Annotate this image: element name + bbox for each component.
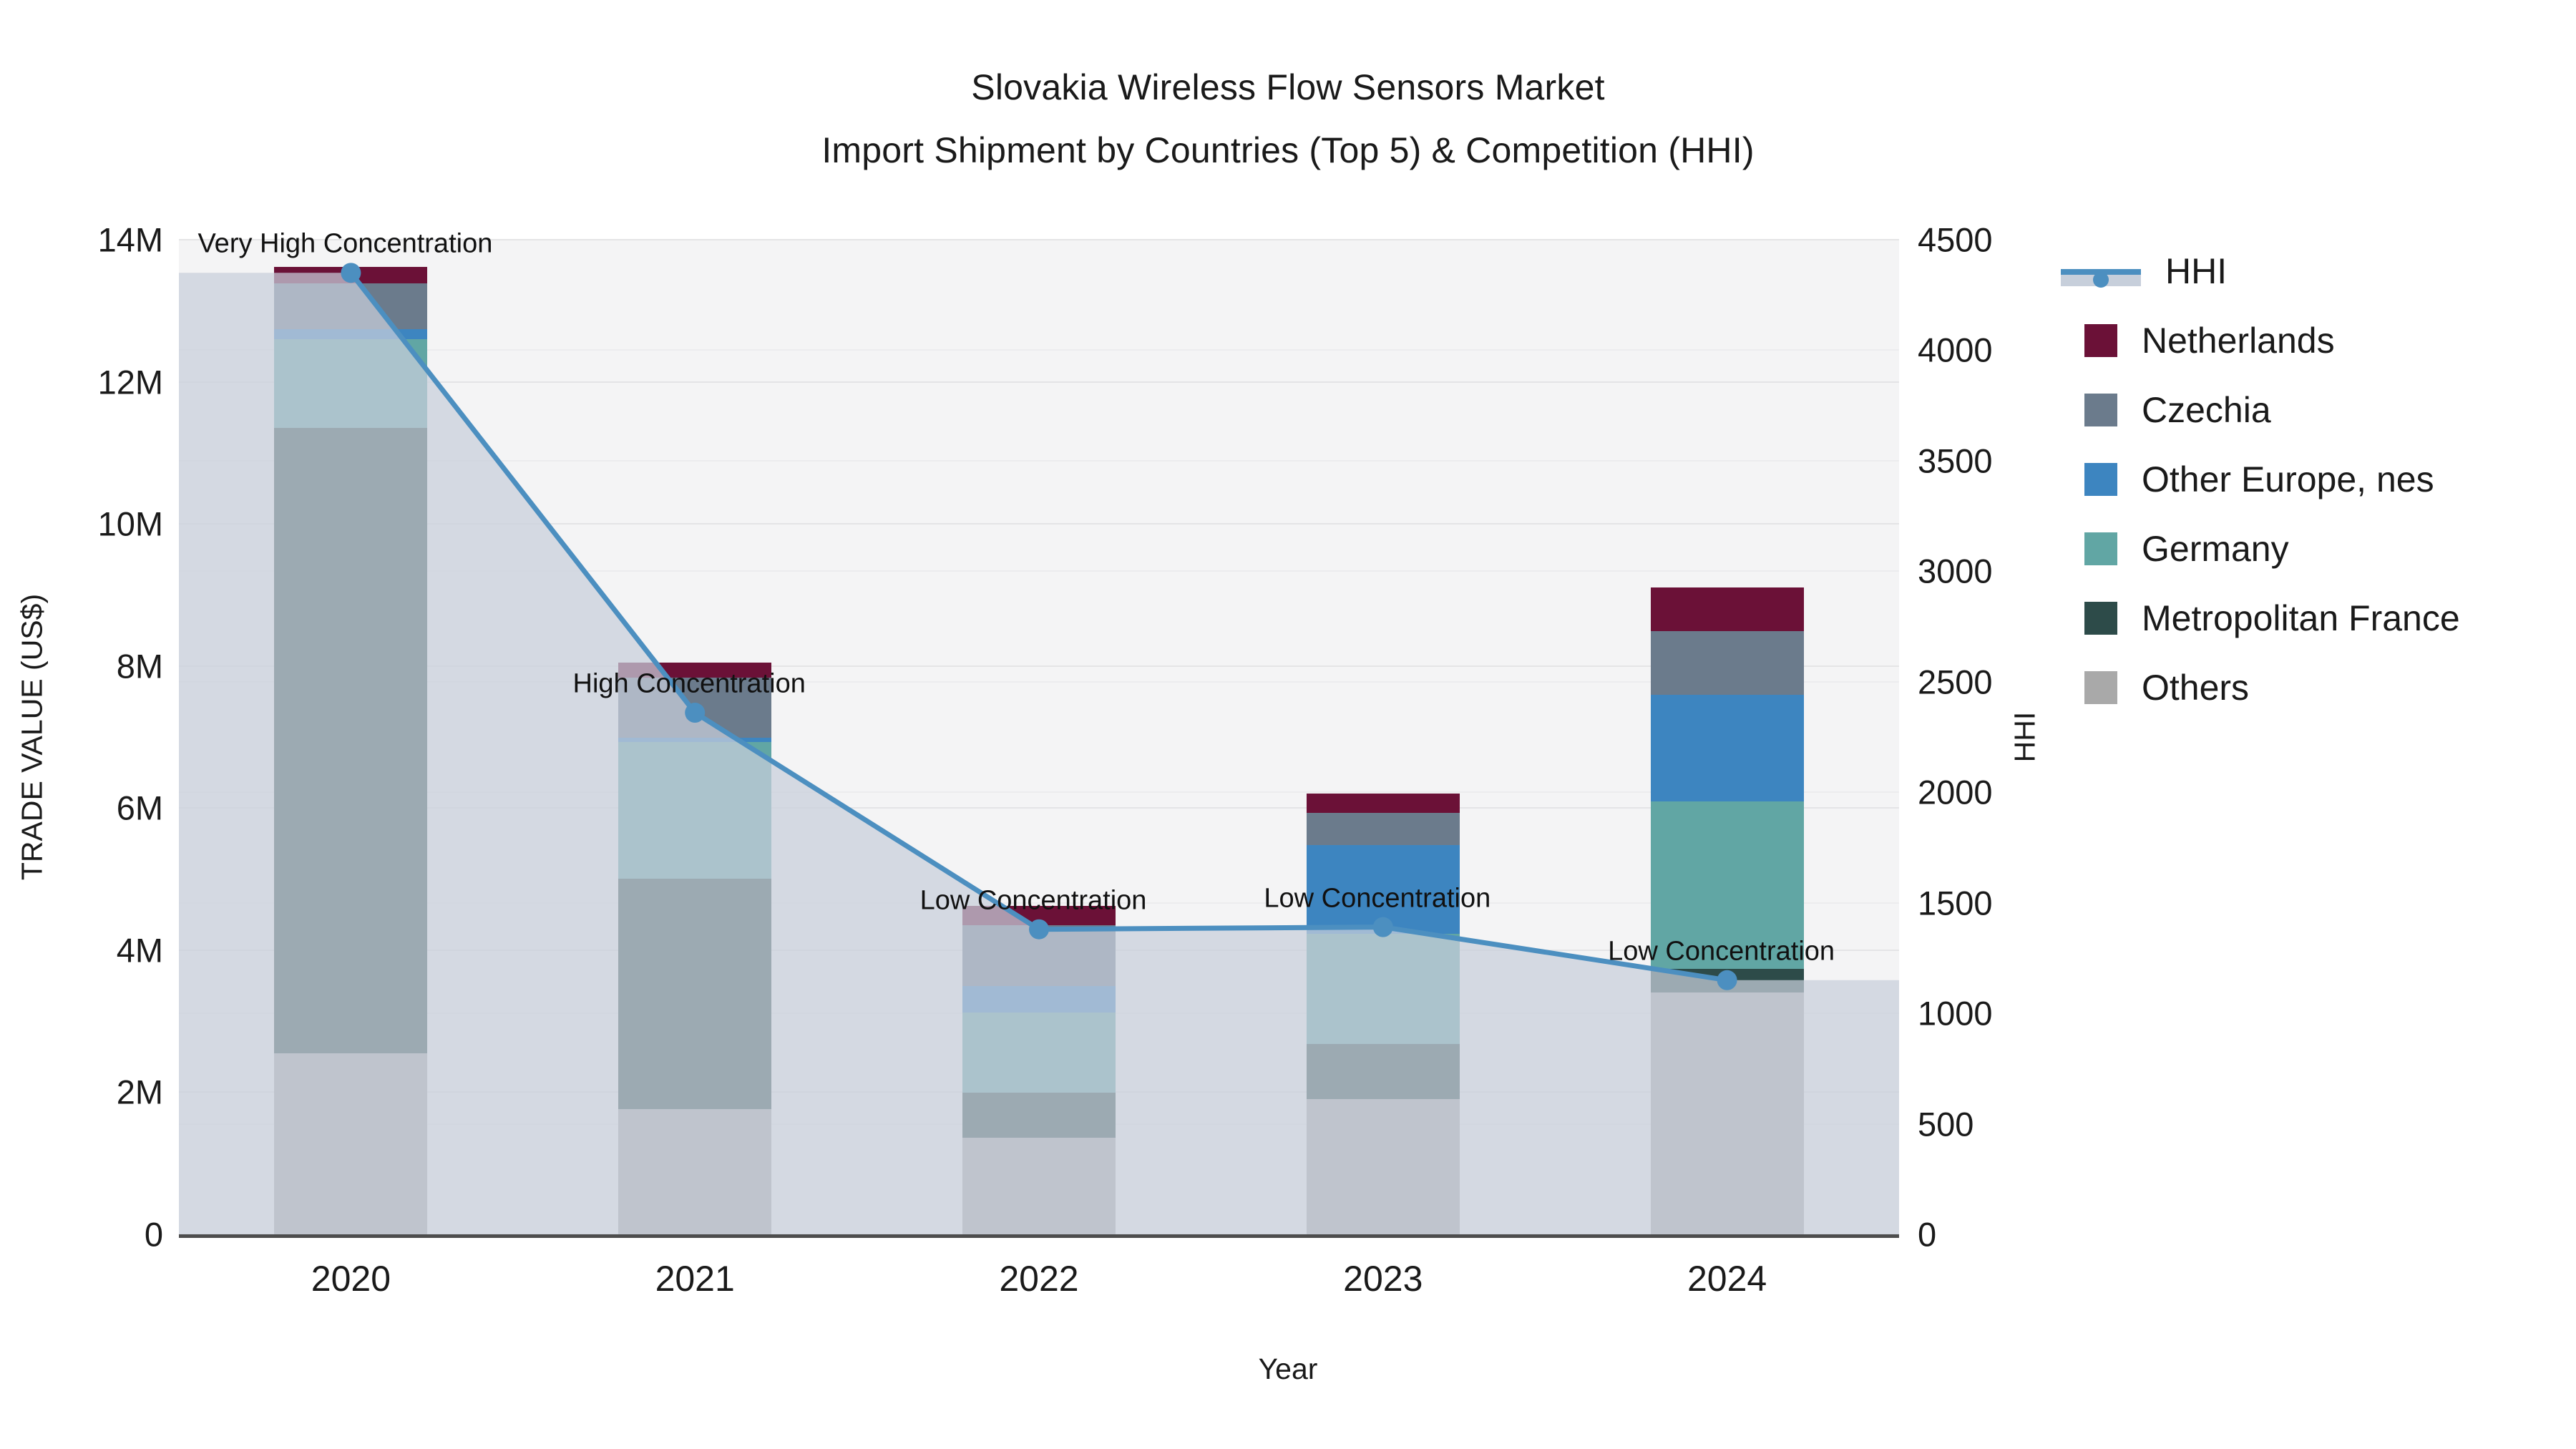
legend-item-netherlands[interactable]: Netherlands bbox=[2061, 306, 2460, 375]
legend-color-swatch bbox=[2084, 601, 2117, 635]
y-axis-left-tick-label: 14M bbox=[97, 220, 163, 259]
legend-item-label: Others bbox=[2142, 667, 2250, 708]
x-axis-tick-label: 2024 bbox=[1687, 1259, 1767, 1299]
bar-segment[interactable] bbox=[1650, 695, 1804, 802]
bar-segment[interactable] bbox=[1306, 794, 1460, 814]
legend-item-other-europe-nes[interactable]: Other Europe, nes bbox=[2061, 444, 2460, 514]
legend-item-label: Germany bbox=[2142, 528, 2289, 569]
legend-line-icon bbox=[2061, 255, 2141, 288]
legend-item-czechia[interactable]: Czechia bbox=[2061, 375, 2460, 444]
gridline bbox=[179, 680, 1899, 683]
legend-color-swatch bbox=[2084, 670, 2117, 704]
legend-item-label: Metropolitan France bbox=[2142, 597, 2460, 638]
x-axis-tick-label: 2020 bbox=[311, 1259, 391, 1299]
legend-item-label: HHI bbox=[2165, 250, 2228, 291]
legend-color-swatch bbox=[2084, 393, 2117, 426]
hhi-marker[interactable] bbox=[1372, 917, 1393, 937]
gridline bbox=[179, 902, 1899, 904]
bar-segment[interactable] bbox=[1650, 587, 1804, 632]
y-axis-left-tick-label: 2M bbox=[116, 1073, 163, 1111]
y-axis-right-tick-label: 1500 bbox=[1918, 884, 1993, 922]
chart-subtitle: Import Shipment by Countries (Top 5) & C… bbox=[821, 130, 1755, 170]
legend-color-swatch bbox=[2084, 323, 2117, 357]
y-axis-left-tick-label: 4M bbox=[116, 931, 163, 970]
hhi-marker[interactable] bbox=[341, 263, 361, 283]
gridline bbox=[179, 239, 1899, 240]
y-axis-left-tick-label: 12M bbox=[97, 363, 163, 401]
gridline bbox=[179, 665, 1899, 667]
y-axis-right-tick-label: 2500 bbox=[1918, 663, 1993, 701]
legend-color-swatch bbox=[2084, 532, 2117, 565]
concentration-annotation: High Concentration bbox=[572, 668, 806, 699]
chart-legend: HHI Netherlands Czechia Other Europe, nes Ge… bbox=[2061, 236, 2460, 722]
y-axis-left-tick-label: 6M bbox=[116, 789, 163, 827]
legend-item-metropolitan-france[interactable]: Metropolitan France bbox=[2061, 583, 2460, 653]
concentration-annotation: Very High Concentration bbox=[197, 228, 493, 259]
y-axis-left-tick-label: 10M bbox=[97, 504, 163, 543]
legend-color-swatch bbox=[2084, 462, 2117, 496]
hhi-marker[interactable] bbox=[685, 703, 706, 723]
y-axis-right-tick-label: 0 bbox=[1918, 1215, 1937, 1254]
gridline bbox=[179, 523, 1899, 525]
x-axis-label: Year bbox=[1258, 1352, 1318, 1385]
x-axis-tick-label: 2022 bbox=[999, 1259, 1079, 1299]
y-axis-right-tick-label: 500 bbox=[1918, 1105, 1974, 1143]
y-axis-left-tick-label: 0 bbox=[144, 1215, 163, 1254]
chart-title: Slovakia Wireless Flow Sensors Market bbox=[971, 67, 1605, 107]
gridline bbox=[179, 791, 1899, 794]
y-axis-right-tick-label: 4000 bbox=[1918, 331, 1993, 369]
y-axis-left-label: TRADE VALUE (US$) bbox=[15, 593, 49, 881]
concentration-annotation: Low Concentration bbox=[919, 885, 1147, 916]
hhi-area-fill bbox=[179, 273, 1899, 1234]
gridline bbox=[179, 349, 1899, 351]
legend-line-marker bbox=[2093, 271, 2109, 288]
hhi-marker[interactable] bbox=[1717, 970, 1737, 990]
y-axis-right-tick-label: 3500 bbox=[1918, 441, 1993, 480]
y-axis-right-label: HHI bbox=[2008, 711, 2041, 763]
chart-title-block: Slovakia Wireless Flow Sensors Market Im… bbox=[0, 56, 2576, 182]
x-axis-line bbox=[179, 1234, 1899, 1238]
x-axis-tick-label: 2021 bbox=[655, 1259, 735, 1299]
legend-item-others[interactable]: Others bbox=[2061, 653, 2460, 722]
concentration-annotation: Low Concentration bbox=[1264, 883, 1491, 914]
y-axis-right-tick-label: 2000 bbox=[1918, 773, 1993, 811]
hhi-series bbox=[179, 263, 1899, 1234]
y-axis-right-tick-label: 3000 bbox=[1918, 552, 1993, 590]
x-axis-tick-label: 2023 bbox=[1343, 1259, 1423, 1299]
legend-item-germany[interactable]: Germany bbox=[2061, 514, 2460, 583]
y-axis-right-tick-label: 1000 bbox=[1918, 994, 1993, 1033]
bar-segment[interactable] bbox=[1650, 631, 1804, 696]
gridline bbox=[179, 459, 1899, 462]
legend-item-label: Czechia bbox=[2142, 389, 2271, 430]
legend-item-label: Other Europe, nes bbox=[2142, 459, 2434, 499]
gridline bbox=[179, 381, 1899, 383]
hhi-marker[interactable] bbox=[1029, 919, 1049, 940]
hhi-markers bbox=[341, 263, 1737, 990]
y-axis-left-tick-label: 8M bbox=[116, 647, 163, 686]
legend-item-label: Netherlands bbox=[2142, 320, 2335, 361]
bar-segment[interactable] bbox=[1306, 813, 1460, 845]
legend-item-hhi[interactable]: HHI bbox=[2061, 236, 2460, 306]
gridline bbox=[179, 570, 1899, 572]
concentration-annotation: Low Concentration bbox=[1608, 936, 1835, 967]
gridline bbox=[179, 807, 1899, 809]
y-axis-right-tick-label: 4500 bbox=[1918, 220, 1993, 259]
bar-segment[interactable] bbox=[1650, 801, 1804, 969]
